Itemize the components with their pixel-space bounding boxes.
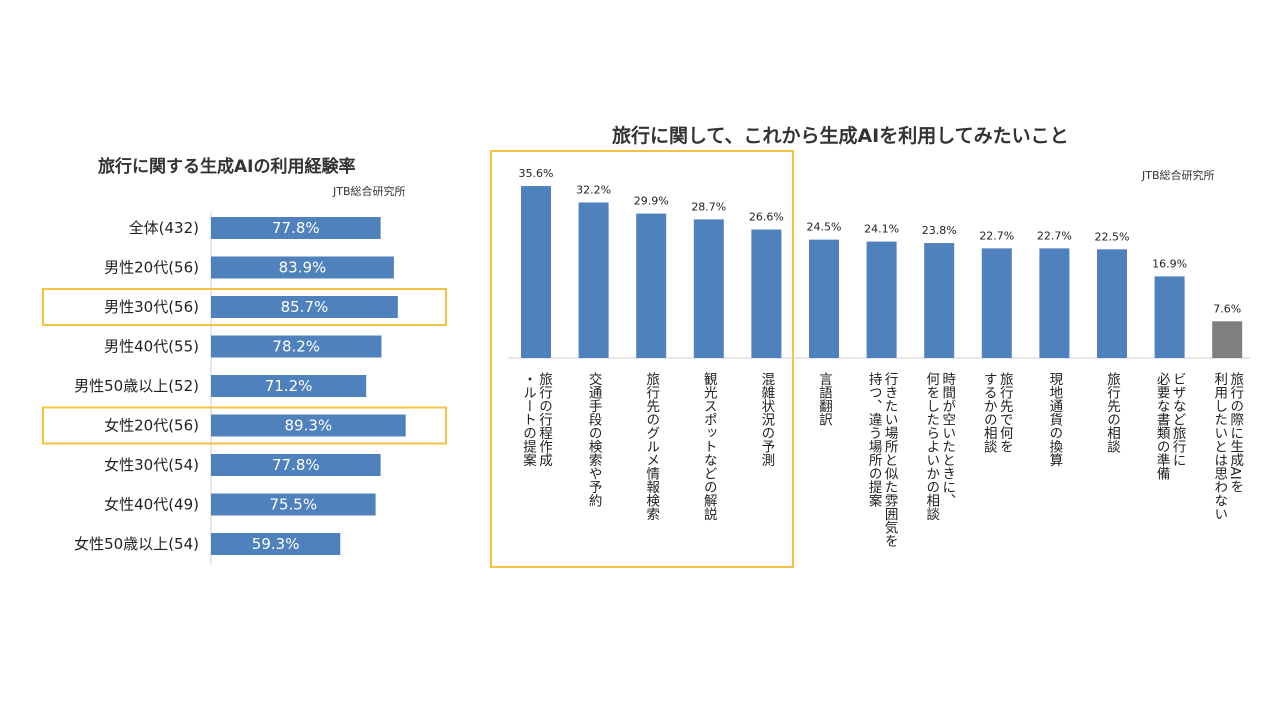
- right-category-label: 必要な書類の準備: [1154, 372, 1171, 481]
- left-bar: [211, 256, 394, 279]
- left-category-label: 女性40代(49): [104, 496, 199, 514]
- left-bar: [211, 217, 381, 239]
- right-bar: [1212, 321, 1243, 358]
- left-bar: [211, 335, 382, 358]
- left-category-label: 男性30代(56): [104, 298, 199, 316]
- right-category-label: 何をしたらよいかの相談: [923, 372, 940, 521]
- right-category-label: 行きたい場所と似た雰囲気を: [882, 372, 899, 548]
- left-chart-title: 旅行に関する生成AIの利用経験率: [98, 157, 356, 177]
- right-category-label: するかの相談: [981, 372, 998, 453]
- left-bar: [211, 296, 398, 318]
- right-bar: [809, 239, 839, 358]
- right-value-label: 29.9%: [634, 195, 669, 208]
- left-chart-source: JTB総合研究所: [333, 185, 406, 198]
- right-category-label: 観光スポットなどの解説: [701, 371, 718, 522]
- left-value-label: 75.5%: [269, 496, 317, 514]
- right-category-label: 現地通貨の換算: [1046, 372, 1063, 467]
- right-category-label: ・ルートの提案: [520, 372, 537, 467]
- left-bar: [211, 414, 406, 437]
- right-bar: [751, 229, 782, 358]
- left-value-label: 89.3%: [285, 417, 333, 435]
- right-bar: [693, 219, 724, 358]
- right-value-label: 35.6%: [519, 167, 554, 180]
- right-value-label: 22.7%: [1037, 229, 1072, 242]
- left-category-label: 男性20代(56): [104, 259, 199, 277]
- right-bar: [578, 202, 609, 358]
- right-bar: [636, 213, 667, 358]
- right-category-label: 旅行先のグルメ情報検索: [643, 372, 660, 521]
- right-value-label: 24.1%: [864, 223, 899, 236]
- left-highlight-box: [42, 288, 447, 326]
- right-category-label: 時間が空いたときに、: [939, 372, 956, 507]
- left-category-label: 全体(432): [129, 219, 199, 237]
- right-category-label: 交通手段の検索や予約: [586, 371, 603, 508]
- left-highlight-box: [42, 406, 447, 445]
- left-value-label: 59.3%: [252, 535, 300, 553]
- right-value-label: 22.7%: [979, 229, 1014, 242]
- left-value-label: 85.7%: [281, 298, 329, 316]
- right-category-label: 旅行先で何を: [997, 372, 1014, 453]
- right-category-label: 旅行の行程作成: [536, 372, 553, 468]
- right-bar: [924, 243, 955, 358]
- left-value-label: 77.8%: [272, 219, 320, 237]
- right-bar: [521, 186, 551, 358]
- right-chart-source: JTB総合研究所: [1142, 169, 1215, 182]
- right-category-label: 利用したいとは思わない: [1211, 372, 1228, 521]
- left-bar: [211, 454, 381, 476]
- right-bar: [1154, 276, 1185, 358]
- right-bar: [1039, 248, 1070, 358]
- left-category-label: 女性30代(54): [104, 456, 199, 474]
- right-value-label: 26.6%: [749, 211, 784, 224]
- right-value-label: 22.5%: [1095, 230, 1130, 243]
- right-highlight-box: [490, 150, 794, 568]
- left-category-label: 女性20代(56): [104, 417, 199, 435]
- right-value-label: 16.9%: [1152, 257, 1187, 270]
- right-category-label: 言語翻訳: [816, 372, 833, 427]
- right-bar: [1097, 249, 1127, 358]
- right-category-label: ビザなど旅行に: [1170, 372, 1187, 467]
- right-chart-title: 旅行に関して、これから生成AIを利用してみたいこと: [612, 125, 1069, 147]
- left-value-label: 71.2%: [265, 377, 313, 395]
- right-bar: [981, 248, 1012, 358]
- right-value-label: 32.2%: [576, 183, 611, 196]
- right-category-label: 持つ、違う場所の提案: [866, 372, 883, 508]
- right-category-label: 旅行先の相談: [1104, 372, 1121, 454]
- right-value-label: 7.6%: [1213, 302, 1241, 315]
- left-bar: [211, 493, 376, 516]
- left-bar: [211, 375, 367, 397]
- right-value-label: 24.5%: [807, 221, 842, 234]
- left-category-label: 男性40代(55): [104, 338, 199, 356]
- left-bar: [211, 533, 341, 555]
- left-category-label: 男性50歳以上(52): [74, 377, 199, 395]
- left-category-label: 女性50歳以上(54): [74, 535, 199, 553]
- right-category-label: 混雑状況の予測: [758, 372, 775, 467]
- right-value-label: 23.8%: [922, 224, 957, 237]
- left-value-label: 77.8%: [272, 456, 320, 474]
- left-value-label: 78.2%: [272, 338, 320, 356]
- right-bar: [866, 241, 897, 358]
- right-category-label: 旅行の際に生成AIを: [1227, 372, 1244, 493]
- left-value-label: 83.9%: [279, 259, 327, 277]
- right-value-label: 28.7%: [691, 200, 726, 213]
